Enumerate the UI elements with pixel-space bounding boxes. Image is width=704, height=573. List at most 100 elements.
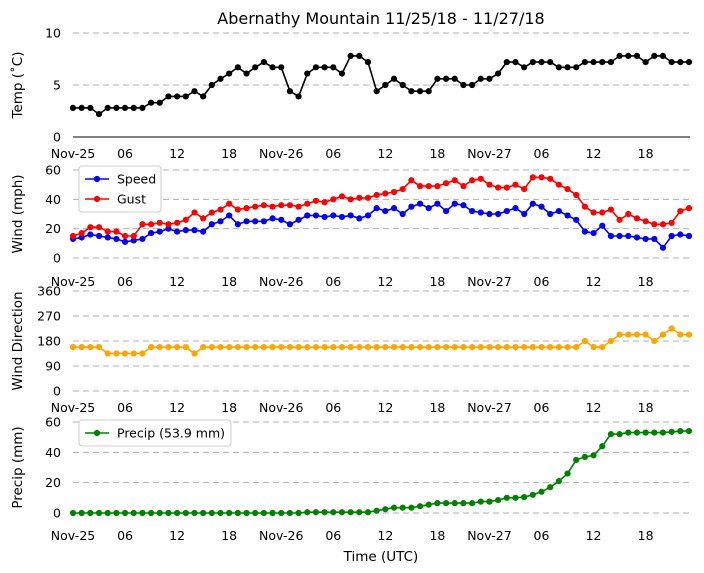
wind-data-point (408, 177, 415, 184)
wind-data-point (521, 185, 528, 193)
wind_direction-x-tick-label: 12 (586, 400, 602, 415)
temperature-data-point (408, 88, 415, 95)
wind-legend: Speed Gust (78, 165, 162, 213)
wind-data-point (468, 177, 476, 184)
wind_direction-data-point (165, 344, 172, 351)
temperature-data-point (451, 75, 458, 82)
precipitation-data-point (408, 504, 415, 511)
wind-x-tick-label: 18 (638, 274, 654, 289)
temperature-x-tick-label: 18 (638, 146, 654, 161)
precipitation-data-point (477, 498, 484, 505)
wind-data-point (616, 232, 623, 240)
precipitation-data-point (399, 504, 406, 511)
precipitation-data-point (425, 501, 432, 508)
wind_direction-data-point (139, 350, 146, 357)
wind-x-tick-label: Nov-26 (259, 274, 304, 289)
temperature-data-point (590, 59, 597, 66)
wind-data-point (373, 191, 380, 199)
precipitation-data-point (434, 500, 441, 507)
wind-data-point (252, 203, 259, 210)
precipitation-data-point (234, 509, 241, 517)
temperature-data-point (200, 93, 207, 100)
wind_direction-data-point (338, 344, 346, 351)
precipitation-data-point (321, 509, 328, 516)
wind-data-point (356, 215, 363, 222)
wind_direction-x-tick-label: 18 (221, 400, 237, 415)
temperature-data-point (460, 81, 467, 89)
precipitation-legend: Precip (53.9 mm) (78, 419, 232, 447)
wind-data-point (581, 228, 588, 235)
wind-data-point (451, 200, 458, 207)
wind-y-tick-label: 0 (53, 251, 61, 266)
temperature-data-point (555, 64, 562, 71)
wind-data-point (399, 185, 406, 193)
temperature-x-tick-label: 06 (534, 146, 550, 161)
temperature-data-point (538, 59, 545, 66)
precipitation-data-point (625, 429, 632, 436)
wind_direction-data-point (113, 350, 120, 357)
wind_direction-data-point (312, 344, 320, 351)
wind-x-tick-label: 06 (325, 274, 341, 289)
wind_direction-y-tick-label: 0 (53, 384, 61, 399)
precipitation-data-point (243, 509, 250, 517)
precipitation-data-point (555, 478, 562, 485)
wind-data-point (78, 234, 85, 241)
wind-data-point (373, 205, 380, 212)
wind-data-point (330, 196, 337, 203)
temperature-data-point (382, 81, 389, 89)
temperature-y-tick-label: 10 (45, 26, 61, 41)
precipitation-data-point (364, 509, 372, 516)
wind-data-point (538, 174, 545, 181)
wind-legend-label: Gust (117, 192, 146, 207)
temperature-data-point (182, 93, 189, 100)
temperature-data-point (486, 75, 493, 82)
precipitation-x-tick-label: 12 (169, 528, 185, 543)
wind-data-point (434, 183, 441, 190)
precipitation-data-point (252, 509, 259, 517)
temperature-data-point (616, 52, 623, 59)
wind-data-point (547, 210, 554, 218)
precipitation-data-point (104, 509, 111, 517)
precipitation-y-tick-label: 20 (45, 475, 61, 490)
temperature-data-point (364, 59, 372, 66)
wind-data-point (625, 232, 632, 240)
temperature-data-point (87, 104, 94, 111)
temperature-x-tick-label: 06 (117, 146, 133, 161)
wind_direction-data-point (538, 344, 545, 351)
wind_direction-data-point (174, 344, 181, 351)
wind-data-point (382, 207, 389, 215)
temperature-data-point (269, 64, 276, 71)
wind_direction-data-point (512, 344, 519, 351)
wind-data-point (304, 212, 311, 219)
temperature-data-point (607, 59, 615, 66)
wind_direction-data-point (78, 344, 85, 351)
precipitation-data-point (69, 509, 77, 517)
wind-data-point (364, 212, 372, 219)
wind-data-point (495, 184, 502, 191)
temperature-panel: 0 5 10 Nov-25 06 12 18 Nov-26 06 12 18 Nov-27 06 12 18… (9, 26, 693, 161)
wind_direction-data-point (642, 331, 649, 338)
wind_direction-data-point (434, 344, 441, 351)
wind-data-point (191, 227, 198, 234)
precipitation-data-point (495, 497, 502, 504)
wind-data-point (95, 224, 103, 231)
wind-data-point (616, 216, 623, 223)
wind_direction-data-point (408, 344, 415, 351)
temperature-data-point (217, 75, 224, 82)
wind-data-point (486, 181, 493, 188)
temperature-data-point (642, 59, 649, 66)
wind-data-point (130, 237, 137, 244)
wind-data-point (677, 231, 684, 238)
temperature-data-point (347, 52, 354, 59)
precipitation-data-point (503, 494, 510, 501)
wind-data-point (312, 197, 320, 204)
wind-data-point (165, 225, 172, 232)
wind_direction-data-point (555, 344, 562, 351)
wind-data-point (512, 181, 519, 188)
wind_direction-data-point (468, 344, 476, 351)
wind-data-point (529, 200, 536, 207)
wind-data-point (182, 216, 189, 223)
wind-data-point (113, 228, 120, 235)
precipitation-data-point (468, 500, 476, 507)
